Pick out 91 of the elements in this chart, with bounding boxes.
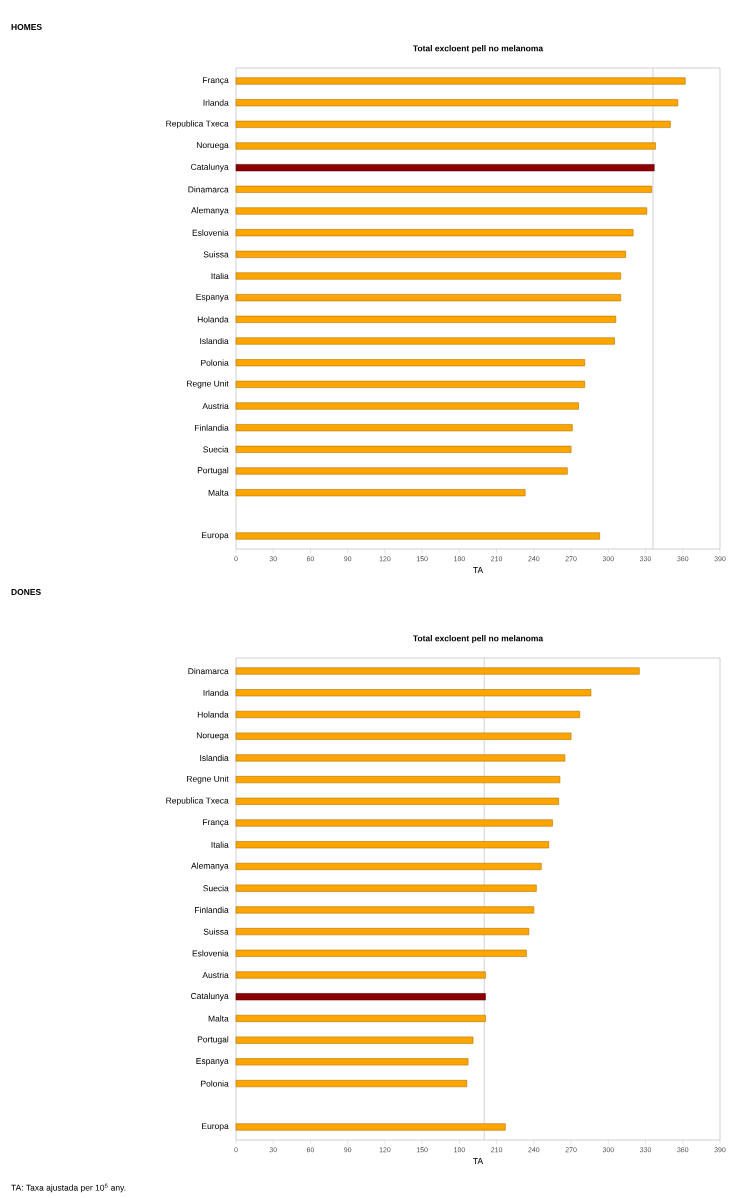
bar	[235, 445, 572, 453]
bar	[235, 906, 535, 914]
y-tick-label: Regne Unit	[187, 775, 229, 784]
y-tick-label: Islandia	[200, 337, 229, 345]
y-tick-label: Republica Txeca	[166, 797, 229, 806]
y-tick-label: Regne Unit	[187, 380, 229, 389]
y-tick-label: França	[203, 77, 229, 85]
bar	[235, 1058, 469, 1066]
bar	[235, 380, 586, 388]
bar	[235, 532, 600, 540]
y-tick-label: Alemanya	[191, 862, 229, 871]
y-tick-label: Holanda	[197, 316, 229, 323]
x-axis-title: TA	[473, 567, 484, 573]
bar	[235, 1123, 506, 1131]
bar	[235, 928, 530, 936]
x-axis-title: TA	[473, 1158, 484, 1164]
y-tick-label: Noruega	[196, 142, 229, 150]
bar	[235, 489, 526, 497]
bar	[235, 315, 617, 323]
bar	[235, 689, 592, 697]
y-tick-label: Islandia	[200, 754, 229, 761]
y-tick-label: Irlanda	[203, 99, 229, 106]
bar	[235, 993, 486, 1001]
y-tick-label: Suissa	[203, 251, 229, 258]
y-tick-label: Europa	[202, 532, 229, 540]
y-tick-label: Dinamarca	[188, 186, 229, 193]
bar	[235, 754, 566, 762]
y-tick-label: França	[203, 819, 229, 827]
chart-title: Total excloent pell no melanoma	[413, 45, 544, 53]
y-tick-label: Austria	[202, 971, 229, 979]
bar	[235, 1014, 486, 1022]
bar	[235, 862, 542, 870]
y-tick-label: Polonia	[201, 1080, 229, 1087]
bar	[235, 77, 686, 85]
y-tick-label: Malta	[208, 1015, 229, 1022]
y-tick-label: Italia	[211, 841, 229, 848]
bar	[235, 229, 634, 237]
bar	[235, 971, 486, 979]
y-tick-label: Dinamarca	[188, 667, 229, 675]
y-tick-label: Alemanya	[191, 207, 229, 215]
y-tick-label: Eslovenia	[192, 950, 229, 957]
bar	[235, 272, 622, 280]
bar	[235, 359, 586, 367]
y-tick-label: Portugal	[197, 1036, 229, 1045]
bar	[235, 142, 656, 150]
bar	[235, 207, 648, 215]
y-tick-label: Italia	[211, 272, 229, 280]
y-tick-label: Malta	[208, 489, 229, 496]
text: TA: Taxa ajustada per 10$^{5}$ any.	[11, 1183, 126, 1193]
bar	[235, 424, 573, 432]
bar	[235, 949, 527, 957]
y-tick-label: Espanya	[196, 293, 229, 302]
bar	[235, 337, 615, 345]
y-tick-label: Suissa	[203, 928, 229, 935]
y-tick-label: Espanya	[196, 1058, 229, 1066]
y-tick-label: Catalunya	[191, 992, 229, 1001]
y-tick-label: Europa	[202, 1123, 229, 1131]
bar	[235, 1080, 468, 1088]
bar	[235, 164, 655, 172]
bar	[235, 667, 640, 675]
y-tick-label: Suecia	[203, 446, 229, 453]
y-tick-label: Suecia	[203, 885, 229, 892]
bar	[235, 710, 581, 719]
y-tick-label: Austria	[202, 402, 229, 410]
bar	[235, 841, 550, 849]
y-tick-label: Catalunya	[191, 163, 229, 172]
bar	[235, 120, 671, 128]
y-tick-label: Portugal	[197, 467, 229, 475]
y-tick-label: Polonia	[201, 359, 229, 366]
y-tick-label: Republica Txeca	[166, 120, 229, 129]
bar	[235, 1036, 474, 1044]
bar	[235, 884, 537, 892]
y-tick-label: Holanda	[197, 711, 229, 718]
bar	[235, 776, 561, 784]
y-tick-label: Noruega	[196, 732, 229, 740]
text: DONES	[11, 589, 41, 595]
bar	[235, 732, 572, 740]
y-tick-label: Finlandia	[195, 424, 229, 431]
bar	[235, 402, 579, 410]
bar	[235, 797, 559, 805]
bar	[235, 294, 622, 302]
bar	[235, 250, 626, 258]
y-tick-label: Finlandia	[195, 906, 229, 913]
bar	[235, 467, 568, 475]
bar	[235, 185, 653, 193]
chart-title: Total excloent pell no melanoma	[413, 635, 544, 644]
bar	[235, 99, 679, 107]
text: HOMES	[11, 24, 42, 30]
y-tick-label: Eslovenia	[192, 229, 229, 236]
y-tick-label: Irlanda	[203, 689, 229, 696]
bar	[235, 819, 553, 827]
